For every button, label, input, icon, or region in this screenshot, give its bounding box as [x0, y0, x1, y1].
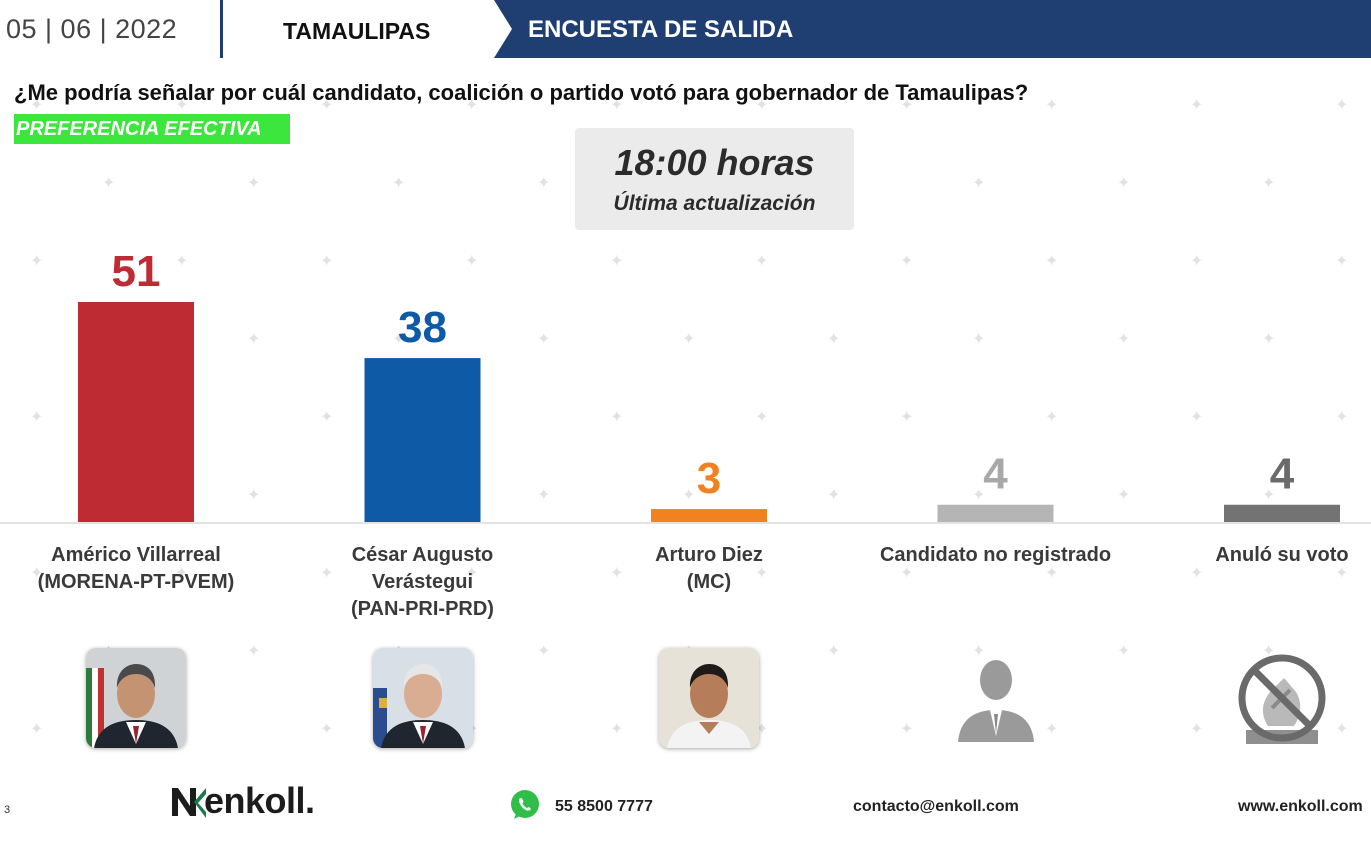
chart-baseline [0, 522, 1371, 524]
enkoll-logo-icon [172, 788, 206, 818]
header-divider [220, 0, 223, 58]
header: 05 | 06 | 2022 TAMAULIPAS ENCUESTA DE SA… [0, 0, 1371, 60]
bar-4 [937, 504, 1054, 522]
category-name: Américo Villarreal [51, 544, 221, 566]
logo-text: enkoll. [204, 780, 315, 821]
header-title: ENCUESTA DE SALIDA [528, 16, 794, 43]
bar-3 [651, 509, 767, 522]
whatsapp-icon [508, 788, 542, 827]
update-label: Última actualización [613, 192, 816, 215]
bar-value-label-5: 4 [1270, 450, 1295, 499]
candidate-photo-2 [372, 648, 473, 748]
contact-phone: 55 8500 7777 [555, 798, 653, 815]
update-time: 18:00 horas [614, 142, 815, 183]
bar-1 [78, 302, 194, 522]
category-name: Candidato no registrado [879, 544, 1112, 566]
category-party: (PAN-PRI-PRD) [351, 598, 494, 620]
category-party: (MC) [686, 571, 732, 593]
contact-website: www.enkoll.com [1238, 798, 1363, 815]
null-vote-icon [1232, 648, 1332, 748]
category-name: Arturo Diez [655, 544, 763, 566]
bar-value-label-2: 38 [398, 303, 447, 352]
bar-5 [1224, 504, 1340, 522]
candidate-photo-3 [659, 648, 759, 748]
header-date: 05 | 06 | 2022 [6, 14, 178, 44]
category-party: (MORENA-PT-PVEM) [37, 571, 235, 593]
bar-value-label-3: 3 [697, 454, 721, 503]
preference-tag: PREFERENCIA EFECTIVA [14, 114, 290, 144]
person-silhouette-icon [946, 648, 1046, 748]
category-label-4: Candidato no registrado [876, 542, 1116, 569]
bar-2 [364, 358, 481, 522]
header-state: TAMAULIPAS [283, 18, 431, 44]
category-label-3: Arturo Diez (MC) [589, 542, 829, 596]
bar-value-label-4: 4 [983, 450, 1008, 499]
candidate-photo-1 [86, 648, 186, 748]
category-label-2: César Augusto Verástegui (PAN-PRI-PRD) [303, 542, 543, 623]
update-box: 18:00 horas Última actualización [575, 128, 854, 230]
category-label-5: Anuló su voto [1162, 542, 1371, 569]
page-number: 3 [4, 804, 11, 816]
contact-email: contacto@enkoll.com [853, 798, 1019, 815]
bar-value-label-1: 51 [112, 247, 161, 296]
header-band [494, 0, 1371, 58]
category-label-1: Américo Villarreal (MORENA-PT-PVEM) [16, 542, 256, 596]
survey-question: ¿Me podría señalar por cuál candidato, c… [14, 80, 1029, 105]
category-name: César Augusto Verástegui [351, 544, 494, 593]
category-name: Anuló su voto [1215, 544, 1349, 566]
